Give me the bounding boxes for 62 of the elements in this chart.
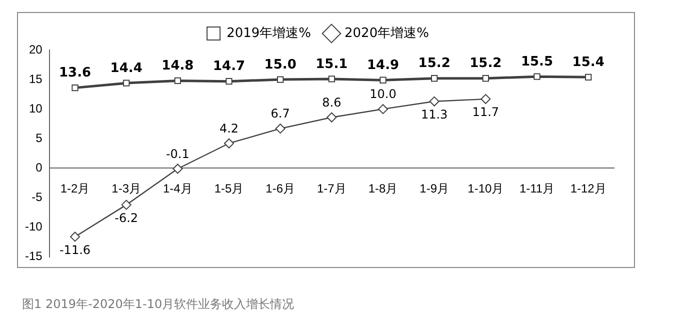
data-label: 14.8 <box>162 58 194 74</box>
data-label: 15.4 <box>572 55 604 70</box>
y-tick-label: -15 <box>25 249 43 264</box>
point <box>172 164 183 174</box>
x-tick-label: 1-7月 <box>317 182 346 196</box>
data-label: 11.7 <box>472 105 500 120</box>
x-tick-label: 1-11月 <box>519 182 555 196</box>
x-tick-label: 1-4月 <box>163 182 192 196</box>
y-tick-label: 0 <box>36 160 43 174</box>
point <box>277 76 284 83</box>
data-label: 15.2 <box>418 56 450 72</box>
x-tick-label: 1-8月 <box>368 182 398 196</box>
point <box>326 112 337 122</box>
y-tick-label: -10 <box>25 220 43 234</box>
y-tick-label: -5 <box>32 190 43 204</box>
data-label: 15.5 <box>520 54 554 70</box>
point <box>123 80 130 86</box>
point <box>275 124 286 134</box>
point <box>380 76 386 84</box>
legend-label: 2019年增速% <box>226 26 311 41</box>
data-label: 14.7 <box>212 59 246 74</box>
data-label: 15.1 <box>316 56 348 72</box>
point <box>534 73 540 80</box>
point <box>174 77 182 84</box>
x-tick-label: 1-12月 <box>570 182 606 196</box>
data-label: 15.2 <box>470 56 502 72</box>
point <box>70 232 80 242</box>
point <box>480 94 491 104</box>
y-tick-label: 5 <box>36 130 43 145</box>
data-label: -11.6 <box>59 242 91 257</box>
data-label: 13.6 <box>58 66 92 81</box>
point <box>378 104 388 114</box>
data-label: 4.2 <box>219 121 239 136</box>
data-label: 10.0 <box>370 87 396 102</box>
data-label: 14.4 <box>110 60 142 76</box>
x-tick-label: 1-3月 <box>112 182 142 196</box>
data-label: 11.3 <box>420 108 448 122</box>
legend-label: 2020年增速% <box>344 26 429 41</box>
caption: 图1 2019年-2020年1-10月软件业务收入增长情况 <box>22 296 294 313</box>
point <box>121 200 132 210</box>
data-label: 15.0 <box>264 57 296 72</box>
point <box>224 138 234 148</box>
point <box>585 74 592 81</box>
x-tick-label: 1-9月 <box>420 182 450 196</box>
data-label: -6.2 <box>114 210 138 225</box>
point <box>328 76 335 82</box>
point <box>72 84 78 92</box>
y-tick-label: 10 <box>28 101 43 116</box>
x-tick-label: 1-5月 <box>214 182 244 196</box>
point <box>429 96 440 106</box>
data-label: 8.6 <box>322 95 342 110</box>
x-tick-label: 1-2月 <box>60 182 90 196</box>
y-tick-label: 20 <box>28 42 43 56</box>
point <box>431 75 438 82</box>
x-tick-label: 1-6月 <box>266 182 296 196</box>
point <box>482 75 489 82</box>
point <box>226 78 232 85</box>
data-label: 14.9 <box>366 58 400 74</box>
data-label: -0.1 <box>166 146 190 161</box>
data-label: 6.7 <box>270 106 290 121</box>
x-tick-label: 1-10月 <box>468 182 504 196</box>
y-tick-label: 15 <box>28 72 43 86</box>
